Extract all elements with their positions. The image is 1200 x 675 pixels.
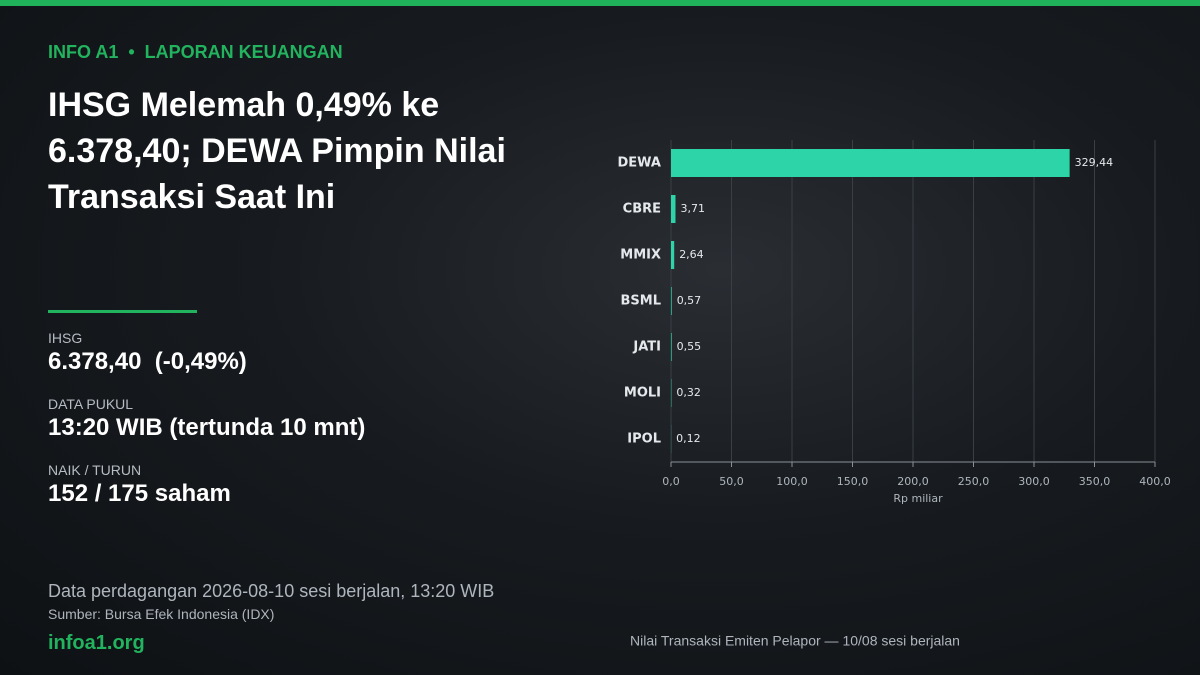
x-tick-label: 400,0 <box>1139 475 1171 488</box>
bar <box>671 149 1070 177</box>
x-tick-label: 0,0 <box>662 475 680 488</box>
y-tick-label: DEWA <box>618 156 662 171</box>
y-tick-label: MOLI <box>624 386 661 401</box>
value-label: 0,55 <box>677 340 702 353</box>
x-axis-label: Rp miliar <box>893 492 943 505</box>
y-tick-label: CBRE <box>623 202 661 217</box>
headline: IHSG Melemah 0,49% ke 6.378,40; DEWA Pim… <box>48 86 506 216</box>
category: LAPORAN KEUANGAN <box>144 42 343 62</box>
stat-value: 6.378,40 (-0,49%) <box>48 348 247 375</box>
x-tick-label: 350,0 <box>1079 475 1111 488</box>
stat-label: NAIK / TURUN <box>48 462 142 478</box>
bar <box>671 333 672 361</box>
value-label: 0,12 <box>676 432 701 445</box>
x-tick-label: 300,0 <box>1018 475 1050 488</box>
value-label: 3,71 <box>680 202 705 215</box>
bar <box>671 287 672 315</box>
value-label: 329,44 <box>1075 156 1114 169</box>
y-tick-label: JATI <box>632 340 661 355</box>
chart-caption: Nilai Transaksi Emiten Pelapor — 10/08 s… <box>630 633 960 649</box>
stat: DATA PUKUL 13:20 WIB (tertunda 10 mnt) <box>48 396 365 462</box>
stat: IHSG 6.378,40 (-0,49%) <box>48 330 365 396</box>
source: Sumber: Bursa Efek Indonesia (IDX) <box>48 606 275 622</box>
data-note: Data perdagangan 2026-08-10 sesi berjala… <box>48 581 495 601</box>
stats: IHSG 6.378,40 (-0,49%) DATA PUKUL 13:20 WI… <box>48 330 365 528</box>
stat-label: IHSG <box>48 330 83 346</box>
x-tick-label: 150,0 <box>837 475 869 488</box>
y-tick-label: IPOL <box>627 432 661 447</box>
x-tick-label: 100,0 <box>776 475 808 488</box>
value-label: 0,32 <box>676 386 701 399</box>
value-label: 2,64 <box>679 248 704 261</box>
x-tick-label: 50,0 <box>719 475 744 488</box>
top-bar <box>0 0 1200 6</box>
stat: NAIK / TURUN 152 / 175 saham <box>48 462 365 528</box>
x-tick-label: 250,0 <box>958 475 990 488</box>
stat-label: DATA PUKUL <box>48 396 134 412</box>
divider <box>48 310 197 313</box>
separator: • <box>128 42 135 62</box>
x-tick-label: 200,0 <box>897 475 929 488</box>
stat-value: 13:20 WIB (tertunda 10 mnt) <box>48 414 366 441</box>
bar <box>671 195 676 223</box>
brand: INFO A1 <box>48 42 119 62</box>
bar <box>671 241 675 269</box>
y-tick-label: MMIX <box>620 248 661 263</box>
kicker: INFO A1 • LAPORAN KEUANGAN <box>48 42 343 63</box>
y-tick-label: BSML <box>621 294 662 309</box>
site-link[interactable]: infoa1.org <box>48 632 145 654</box>
value-label: 0,57 <box>677 294 702 307</box>
stat-value: 152 / 175 saham <box>48 480 231 507</box>
